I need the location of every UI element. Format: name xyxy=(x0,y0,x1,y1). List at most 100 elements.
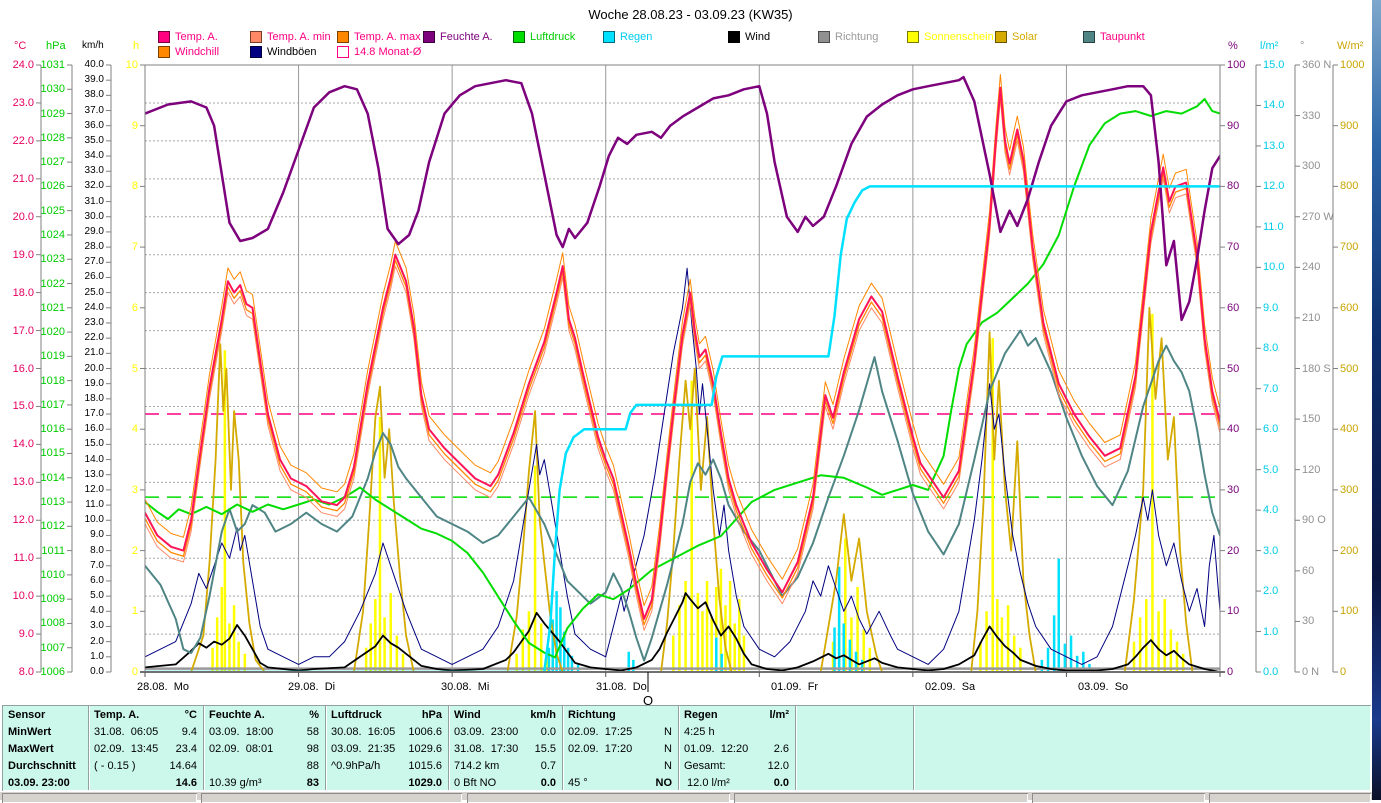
axis-tick-label: 1027 xyxy=(40,156,65,169)
table-cell: Gesamt: xyxy=(684,760,726,772)
axis-tick-label: 5 xyxy=(131,362,138,375)
axis-tick-label: 26.0 xyxy=(84,271,104,283)
table-cell: °C xyxy=(184,709,197,721)
axis-tick-label: 18.0 xyxy=(12,286,34,299)
axis-tick-label: 8.0 xyxy=(1263,342,1279,355)
axis-tick-label: 19.0 xyxy=(84,377,104,389)
legend-label: Taupunkt xyxy=(1100,31,1145,43)
status-bar-panel xyxy=(467,793,730,803)
day-label: 31.08. Do xyxy=(596,681,647,693)
axis-tick-label: 0 xyxy=(1340,666,1347,678)
series-regen-summe- xyxy=(145,185,1220,672)
axis-tick-label: 4.0 xyxy=(90,605,104,617)
series-temp-a-max xyxy=(145,74,1220,607)
axis-tick-label: 180 S xyxy=(1302,362,1331,375)
series-feuchte-a- xyxy=(145,75,1220,322)
axis-tick-label: 15.0 xyxy=(84,438,104,450)
table-cell: 03.09. 21:35 xyxy=(331,743,396,755)
axis-tick-label: 1013 xyxy=(40,496,65,509)
axis-tick-label: 1016 xyxy=(40,423,65,436)
axis-tick-label: 0 N xyxy=(1302,666,1320,678)
day-label: 30.08. Mi xyxy=(441,681,490,693)
legend-color-swatch xyxy=(250,46,262,58)
axis-tick-label: 20 xyxy=(1227,544,1240,557)
table-cell: 03.09. 23:00 xyxy=(454,726,519,738)
axis-tick-label: 39.0 xyxy=(84,74,104,86)
axis-tick-label: 100 xyxy=(1227,59,1246,71)
axis-tick-label: 0 xyxy=(131,666,138,678)
axis-tick-label: 22.0 xyxy=(84,332,104,344)
axis-tick-label: 330 xyxy=(1302,109,1321,122)
table-cell: 714.2 km xyxy=(454,760,500,772)
table-cell: 0.7 xyxy=(540,760,556,772)
axis-tick-label: 1008 xyxy=(40,617,65,630)
axis-tick-label: 3 xyxy=(131,483,138,496)
statistics-table: Sensor MinWert MaxWert Durchschnitt 03.09. 2… xyxy=(2,705,1371,791)
axis-tick-label: 1024 xyxy=(40,228,65,241)
axis-tick-label: 900 xyxy=(1340,119,1359,132)
axis-tick-label: 24.0 xyxy=(84,301,104,313)
axis-header-deg: ° xyxy=(1300,40,1305,52)
legend-label: Temp. A. min xyxy=(267,31,331,43)
table-cell: km/h xyxy=(530,709,556,721)
axis-tick-label: 12.0 xyxy=(1263,180,1285,193)
axis-tick-label: 14.0 xyxy=(1263,99,1285,112)
day-label: 02.09. Sa xyxy=(925,681,976,693)
legend-label: 14.8 Monat-Ø xyxy=(354,46,422,58)
legend-label: Feuchte A. xyxy=(440,31,493,43)
axis-tick-label: 11.0 xyxy=(85,499,104,511)
axis-tick-label: 80 xyxy=(1227,180,1240,193)
table-cell: 98 xyxy=(306,743,319,755)
legend-color-swatch xyxy=(158,46,170,58)
axis-tick-label: 9 xyxy=(131,119,138,132)
axis-tick-label: 3.0 xyxy=(90,620,104,632)
axis-tick-label: 9.0 xyxy=(18,628,34,641)
axis-tick-label: 0.0 xyxy=(90,666,104,677)
table-cell: 1015.6 xyxy=(408,760,442,772)
legend-color-swatch xyxy=(158,31,170,43)
axis-tick-label: 6.0 xyxy=(1263,423,1279,436)
axis-header-kmh: km/h xyxy=(82,40,104,51)
day-label: 03.09. So xyxy=(1078,681,1129,693)
x-axis-marker: O xyxy=(643,693,654,708)
axis-tick-label: 38.0 xyxy=(84,89,104,101)
table-cell: Sensor xyxy=(8,709,46,721)
table-cell: MaxWert xyxy=(8,743,54,755)
axis-tick-label: 34.0 xyxy=(84,150,104,162)
axis-tick-label: 1023 xyxy=(40,253,65,266)
axis-tick-label: 13.0 xyxy=(12,476,34,489)
axis-tick-label: 360 N xyxy=(1302,59,1332,71)
table-cell: 12.0 l/m² xyxy=(684,777,730,789)
table-cell: ^0.9hPa/h xyxy=(331,760,381,772)
status-bar-panel xyxy=(1032,793,1205,803)
table-cell: NO xyxy=(655,777,673,789)
axis-tick-label: 70 xyxy=(1227,241,1240,254)
table-cell: Durchschnitt xyxy=(8,760,76,772)
axis-tick-label: 9.0 xyxy=(90,529,104,541)
axis-tick-label: 300 xyxy=(1302,160,1321,173)
table-cell: 88 xyxy=(306,760,319,772)
table-cell: 23.4 xyxy=(175,743,197,755)
table-cell: 02.09. 17:20 xyxy=(568,743,633,755)
axis-tick-label: 37.0 xyxy=(84,104,104,116)
status-bar-panel xyxy=(1209,793,1371,803)
axis-tick-label: 1007 xyxy=(40,641,65,654)
series-taupunkt xyxy=(145,329,1220,662)
axis-tick-label: 25.0 xyxy=(84,286,104,298)
axis-tick-label: 21.0 xyxy=(12,172,34,185)
series-windb-en xyxy=(145,267,1220,665)
table-column-separator xyxy=(448,706,450,790)
table-cell: 03.09. 23:00 xyxy=(8,777,70,789)
table-cell: l/m² xyxy=(769,709,789,721)
axis-tick-label: 30.0 xyxy=(84,210,104,222)
axis-tick-label: 7.0 xyxy=(90,559,104,571)
axis-tick-label: 1015 xyxy=(40,447,65,460)
axis-tick-label: 16.0 xyxy=(12,362,34,375)
axis-tick-label: 1019 xyxy=(40,350,65,363)
table-cell: Temp. A. xyxy=(94,709,140,721)
legend-color-swatch xyxy=(818,31,830,43)
axis-tick-label: 8.0 xyxy=(90,544,104,556)
table-cell: 1029.6 xyxy=(408,743,442,755)
axis-tick-label: 1028 xyxy=(40,131,65,144)
axis-tick-label: 20.0 xyxy=(84,362,104,374)
